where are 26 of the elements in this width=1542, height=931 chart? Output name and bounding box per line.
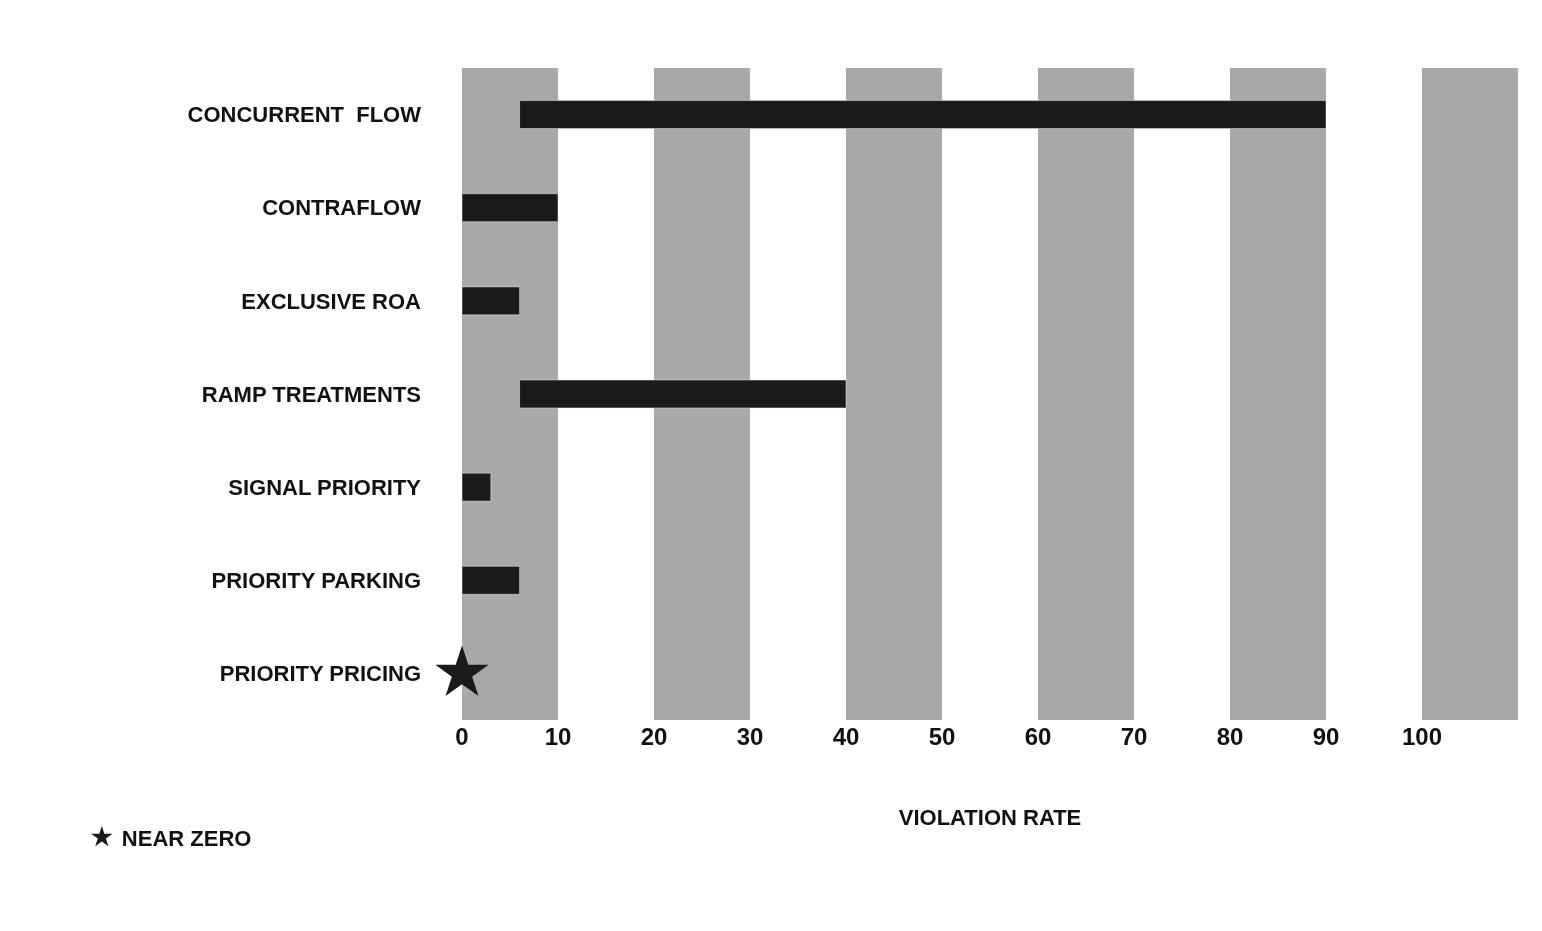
y-tick-label: CONTRAFLOW	[262, 195, 422, 221]
y-tick-label: CONCURRENT FLOW	[187, 102, 422, 128]
x-tick-label: 20	[640, 723, 668, 750]
x-tick-label: 0	[455, 723, 469, 750]
legend-label: NEAR ZERO	[121, 825, 252, 851]
bar	[462, 286, 520, 316]
y-tick-label: PRIORITY PRICING	[219, 661, 421, 687]
y-tick-label: PRIORITY PARKING	[211, 567, 421, 593]
x-tick-label: 60	[1024, 723, 1052, 750]
y-tick-label: SIGNAL PRIORITY	[228, 474, 422, 500]
x-tick-label: 40	[832, 723, 860, 750]
x-tick-label: 80	[1216, 723, 1244, 750]
x-tick-label: 70	[1120, 723, 1148, 750]
x-tick-label: 30	[736, 723, 764, 750]
y-tick-label: EXCLUSIVE ROA	[241, 288, 422, 314]
bar	[519, 100, 1327, 129]
x-tick-label: 50	[928, 723, 956, 750]
x-tick-label: 90	[1312, 723, 1340, 750]
bar	[462, 566, 520, 595]
x-tick-label: 100	[1401, 723, 1443, 750]
bar	[462, 193, 559, 222]
x-tick-label: 10	[544, 723, 572, 750]
x-axis-title: VIOLATION RATE	[898, 804, 1082, 830]
bar	[462, 472, 492, 502]
bar	[519, 379, 847, 409]
y-tick-label: RAMP TREATMENTS	[201, 381, 421, 407]
